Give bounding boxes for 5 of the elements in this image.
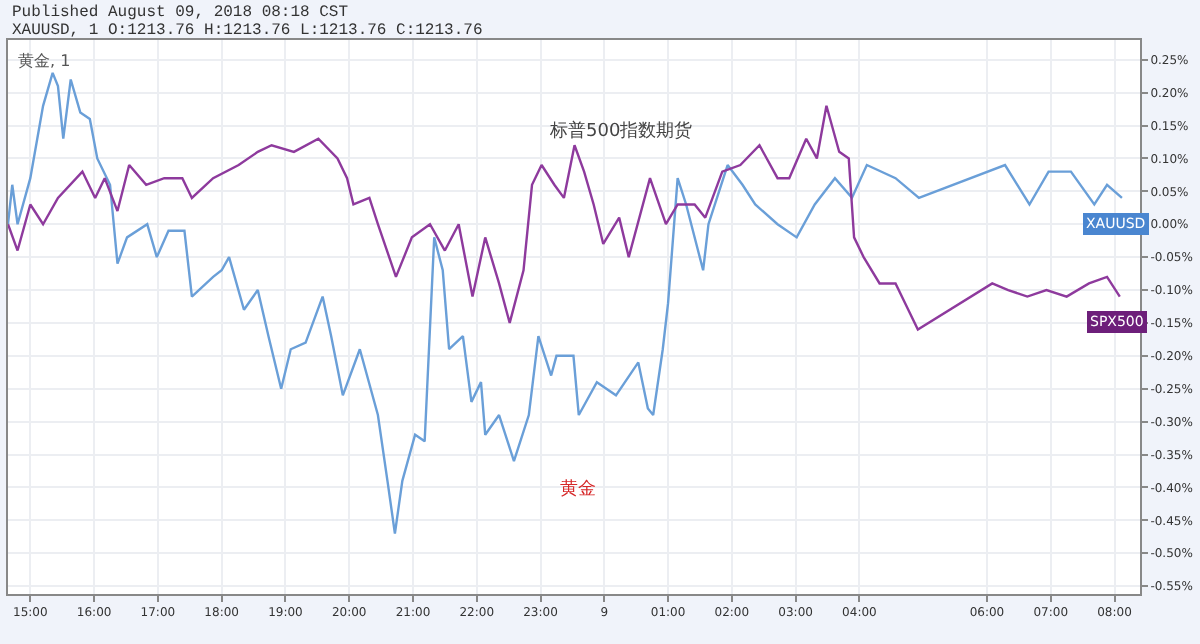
chart-title: Published August 09, 2018 08:18 CST xyxy=(12,4,349,22)
annotation: 黄金 xyxy=(560,478,596,500)
annotation: 黄金, 1 xyxy=(18,52,71,70)
chart-subtitle: XAUUSD, 1 O:1213.76 H:1213.76 L:1213.76 C:1213.76 xyxy=(12,22,483,40)
annotation: 标普500指数期货 xyxy=(548,120,693,142)
